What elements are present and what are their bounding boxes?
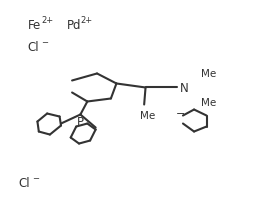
Text: Fe: Fe [28,19,41,32]
Text: N: N [180,82,189,95]
Text: 2+: 2+ [42,16,54,25]
Text: −: − [42,38,49,47]
Text: Cl: Cl [18,176,30,189]
Text: Me: Me [140,110,155,120]
Text: Me: Me [201,97,216,107]
Text: 2+: 2+ [80,16,92,25]
Text: Me: Me [201,69,216,79]
Text: −: − [32,173,39,182]
Text: P: P [77,116,84,128]
Text: Pd: Pd [67,19,81,32]
Text: −: − [176,108,185,118]
Text: Cl: Cl [28,41,39,54]
